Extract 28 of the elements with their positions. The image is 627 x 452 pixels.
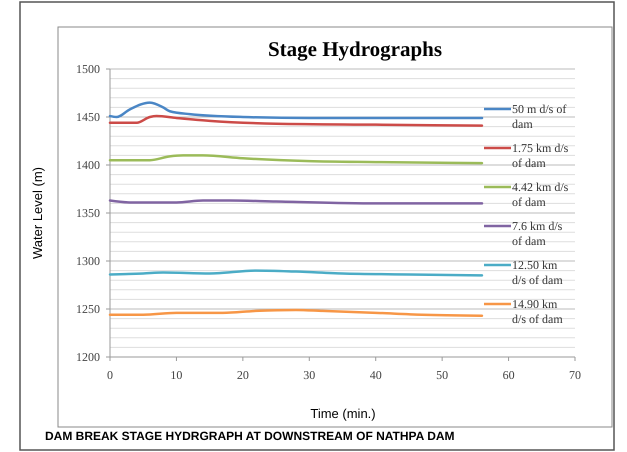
y-tick-label: 1400 <box>76 158 100 172</box>
x-tick-label: 0 <box>107 368 113 382</box>
x-axis-title: Time (min.) <box>310 406 376 421</box>
y-tick-label: 1450 <box>76 110 100 124</box>
x-tick-label: 40 <box>370 368 382 382</box>
y-tick-label: 1250 <box>76 302 100 316</box>
legend-label: 14.90 km d/s of dam <box>512 297 564 326</box>
line-series <box>108 114 484 127</box>
x-tick-label: 30 <box>303 368 316 382</box>
y-tick-label: 1300 <box>76 254 100 268</box>
legend-label: 50 m d/s of dam <box>512 102 566 131</box>
line-series <box>108 101 484 120</box>
line-series <box>108 154 484 164</box>
text: DAM BREAK STAGE HYDRGRAPH AT DOWNSTREAM OF NATHPA DAM <box>45 429 455 443</box>
legend-label: 1.75 km d/s of dam <box>512 141 569 170</box>
x-tick-label: 50 <box>436 368 448 382</box>
x-tick-label: 60 <box>502 368 515 382</box>
x-tick-label: 70 <box>569 368 581 382</box>
x-tick-label: 10 <box>170 368 182 382</box>
y-tick-label: 1500 <box>76 62 100 76</box>
legend-label: 7.6 km d/s of dam <box>512 219 563 248</box>
x-tick-label: 20 <box>236 368 249 382</box>
y-tick-label: 1200 <box>76 350 100 364</box>
y-axis-title: Water Level (m) <box>30 167 45 259</box>
legend-label: 4.42 km d/s of dam <box>512 180 569 209</box>
chart-title: Stage Hydrographs <box>268 37 442 61</box>
legend-label: 12.50 km d/s of dam <box>512 258 564 287</box>
y-tick-label: 1350 <box>76 206 100 220</box>
